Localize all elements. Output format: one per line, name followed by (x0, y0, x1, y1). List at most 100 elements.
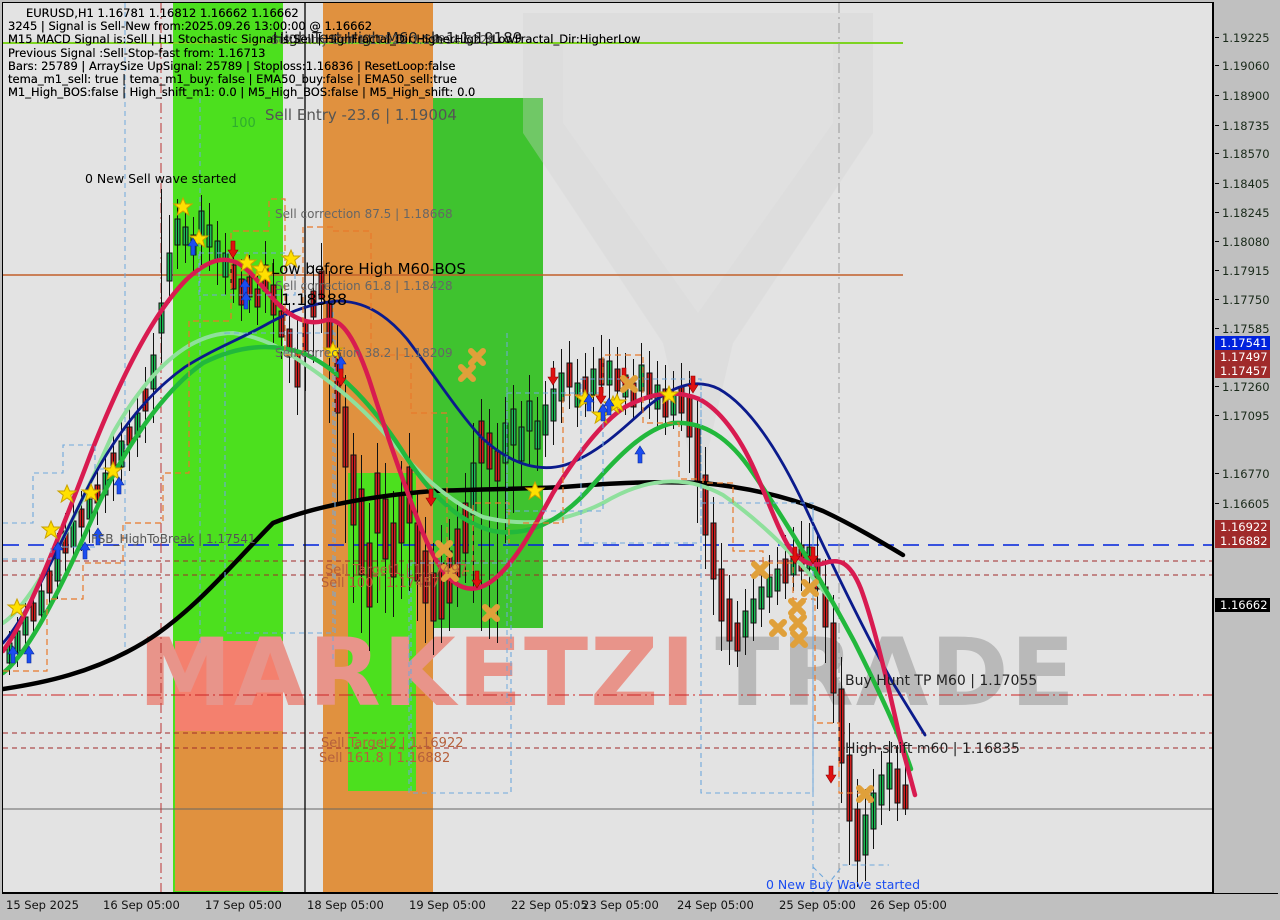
price-tick-dash (1215, 473, 1219, 474)
price-tick-label: 1.18245 (1222, 206, 1270, 220)
low-before-high-label: Low before High M60-BOS (271, 260, 466, 278)
price-tick-dash (1215, 503, 1219, 504)
time-tick-label: 26 Sep 05:00 (870, 898, 947, 912)
price-tick-label: 1.19225 (1222, 31, 1270, 45)
price-tick: 1.17915 (1214, 265, 1278, 278)
level-red-4: 1.16882 (1215, 534, 1270, 548)
signal-markers (7, 197, 1213, 893)
time-tick-label: 17 Sep 05:00 (205, 898, 282, 912)
time-tick-label: 23 Sep 05:00 (582, 898, 659, 912)
time-tick-label: 19 Sep 05:00 (409, 898, 486, 912)
time-tick-label: 25 Sep 05:00 (779, 898, 856, 912)
price-tick-dash (1215, 65, 1219, 66)
buy-hunt-tp-label: Buy Hunt TP M60 | 1.17055 (845, 673, 1038, 689)
price-tick-dash (1215, 183, 1219, 184)
sell-correction-618: Sell correction 61.8 | 1.18428 (275, 279, 453, 293)
ema-lightgreen-line (3, 331, 835, 625)
time-tick-label: 24 Sep 05:00 (677, 898, 754, 912)
price-tick: 1.19225 (1214, 32, 1278, 45)
moving-average-lines (3, 257, 927, 798)
price-tick-dash (1215, 328, 1219, 329)
sell-target1-label: Sell Target1 | 1.17497 (325, 563, 468, 578)
price-tick-dash (1215, 37, 1219, 38)
time-tick-label: 16 Sep 05:00 (103, 898, 180, 912)
time-tick-label: 22 Sep 05:05 (511, 898, 588, 912)
header-line-4: tema_m1_sell: true | tema_m1_buy: false … (8, 72, 457, 87)
sell-entry-label: Sell Entry -23.6 | 1.19004 (265, 106, 457, 124)
level-red-1: 1.17497 (1215, 350, 1270, 364)
price-tick-dash (1215, 386, 1219, 387)
price-tick: 1.18405 (1214, 178, 1278, 191)
time-scale[interactable]: 15 Sep 2025 16 Sep 05:00 17 Sep 05:00 18 Se… (2, 893, 1278, 919)
sell-arrow-markers (227, 240, 837, 784)
price-tick-label: 1.17260 (1222, 380, 1270, 394)
header-line-0: 3245 | Signal is Sell-New from:2025.09.2… (8, 19, 373, 34)
header-line-2: Previous Signal :Sell-Stop-fast from: 1.… (8, 45, 266, 60)
price-tick: 1.16605 (1214, 498, 1278, 511)
broker-logo-watermark (523, 13, 873, 493)
price-tick: 1.16770 (1214, 468, 1278, 481)
ema-green-line (3, 344, 914, 772)
chart-info-header: EURUSD,H1 1.16781 1.16812 1.16662 1.1666… (8, 6, 641, 100)
header-line-1: M15 MACD Signal is:Sell | H1 Stochastic … (8, 32, 641, 47)
sell-1618-label: Sell 161.8 | 1.16882 (319, 751, 451, 766)
price-tick-label: 1.18900 (1222, 89, 1270, 103)
header-line-3: Bars: 25789 | ArraySize UpSignal: 25789 … (8, 58, 456, 73)
cross-markers (438, 351, 871, 800)
overlap-label-0: High Test High M60-sh-1 1.19189 (273, 29, 523, 47)
price-scale[interactable]: 1.19225 1.19060 1.18900 1.18735 1.18570 1.184… (1213, 2, 1278, 893)
price-tick: 1.18900 (1214, 90, 1278, 103)
fractal-boxes (3, 252, 889, 884)
price-tick-label: 1.18735 (1222, 119, 1270, 133)
sell-correction-382: Sell correction 38.2 | 1.18209 (275, 346, 453, 360)
level-blue-bid: 1.17541 (1215, 336, 1270, 350)
chart-plot-area[interactable]: MARKETZI TRADE (2, 2, 1213, 893)
price-tick-label: 1.18405 (1222, 177, 1270, 191)
price-tick-dash (1215, 125, 1219, 126)
price-tick: 1.18245 (1214, 207, 1278, 220)
new-sell-wave-label: 0 New Sell wave started (85, 171, 237, 186)
price-tick-dash (1215, 212, 1219, 213)
ema-black-line (3, 479, 906, 692)
price-tick-label: 1.18080 (1222, 235, 1270, 249)
price-tick: 1.19060 (1214, 60, 1278, 73)
price-tick-dash (1215, 95, 1219, 96)
ema-navy-line (3, 299, 927, 737)
price-tick: 1.17750 (1214, 294, 1278, 307)
sell-100-label: Sell 100 | 1.17457 (321, 576, 440, 591)
price-tick-dash (1215, 270, 1219, 271)
price-tick: 1.18570 (1214, 148, 1278, 161)
level-red-3: 1.16922 (1215, 520, 1270, 534)
price-tick-dash (1215, 299, 1219, 300)
fractal-step-channel (3, 198, 870, 803)
price-tag-118388: 1.18388 (281, 290, 348, 309)
price-tick: 1.17585 (1214, 323, 1278, 336)
watermark-red: MARKETZI (138, 618, 698, 728)
level-last-price: 1.16662 (1215, 598, 1270, 612)
price-tick-dash (1215, 415, 1219, 416)
price-tick-label: 1.16605 (1222, 497, 1270, 511)
level-red-2: 1.17457 (1215, 364, 1270, 378)
overlap-label-1: Sell Entry Sell 1.17522 1.19994 5229 (271, 33, 496, 47)
price-tick-label: 1.17915 (1222, 264, 1270, 278)
price-tick-label: 1.17750 (1222, 293, 1270, 307)
time-tick-label: 15 Sep 2025 (6, 898, 79, 912)
price-tick-dash (1215, 153, 1219, 154)
price-tick: 1.17260 (1214, 381, 1278, 394)
price-tick: 1.17095 (1214, 410, 1278, 423)
fsb-hightobreak-label: FSB_HighToBreak | 1.17541 (91, 532, 256, 546)
time-tick-label: 18 Sep 05:00 (307, 898, 384, 912)
level-100-label: 100 (231, 116, 256, 131)
high-shift-m60-label: High-shift m60 | 1.16835 (845, 741, 1020, 757)
zone-orange-lower (175, 731, 283, 891)
new-buy-wave-label: 0 New Buy Wave started (766, 877, 921, 892)
price-tick-label: 1.19060 (1222, 59, 1270, 73)
header-line-5: M1_High_BOS:false | High_shift_m1: 0.0 |… (8, 85, 476, 100)
sell-correction-875: Sell correction 87.5 | 1.18668 (275, 207, 453, 221)
symbol-ohlc-line: EURUSD,H1 1.16781 1.16812 1.16662 1.1666… (26, 6, 299, 20)
tema-crimson-line (3, 257, 918, 798)
price-tick-dash (1215, 241, 1219, 242)
sell-target2-label: Sell Target2 | 1.16922 (321, 736, 464, 751)
price-tick-label: 1.17095 (1222, 409, 1270, 423)
